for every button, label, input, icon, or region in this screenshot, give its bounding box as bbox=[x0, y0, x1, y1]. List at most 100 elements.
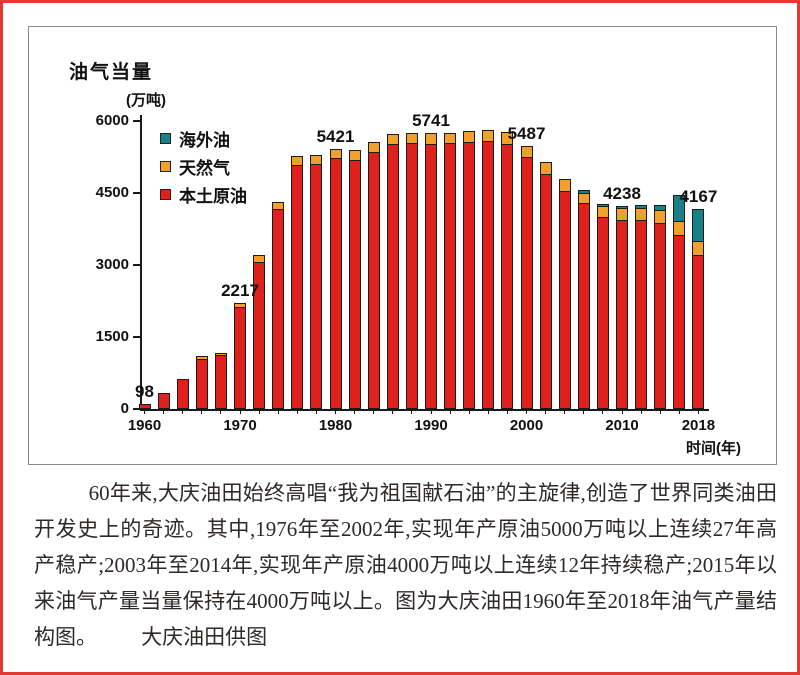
y-axis-tick bbox=[133, 336, 140, 338]
value-label-1990: 5741 bbox=[412, 111, 450, 131]
x-axis-tick bbox=[201, 409, 203, 414]
y-axis-tick bbox=[133, 264, 140, 266]
x-axis-tick bbox=[602, 409, 604, 414]
segment-crude bbox=[501, 143, 514, 409]
segment-crude bbox=[558, 191, 571, 409]
bar-2010 bbox=[616, 205, 628, 409]
legend-item: 天然气 bbox=[160, 157, 247, 178]
segment-crude bbox=[425, 143, 437, 409]
x-axis-tick bbox=[411, 409, 413, 414]
y-axis-tick bbox=[133, 192, 140, 194]
y-tick-label: 3000 bbox=[95, 256, 129, 273]
segment-gas bbox=[348, 150, 361, 161]
x-axis-title: 时间(年) bbox=[686, 440, 741, 457]
x-axis-tick bbox=[373, 409, 375, 414]
chart-panel: 油气当量 (万吨) 海外油 天然气 本土原油 0 1500 3000 4500 6000 19… bbox=[28, 26, 777, 465]
value-label-1980: 5421 bbox=[316, 126, 355, 146]
bar-1978 bbox=[310, 154, 323, 409]
segment-crude bbox=[463, 141, 476, 409]
legend-item: 海外油 bbox=[160, 129, 247, 150]
segment-gas bbox=[596, 206, 609, 218]
bar-1984 bbox=[367, 142, 380, 409]
segment-overseas bbox=[577, 190, 590, 194]
segment-gas bbox=[214, 352, 227, 357]
segment-gas bbox=[558, 179, 571, 193]
figure-caption: 60年来,大庆油田始终高唱“我为祖国献石油”的主旋律,创造了世界同类油田开发史上… bbox=[34, 475, 777, 655]
x-axis-tick bbox=[335, 409, 336, 414]
bar-1994 bbox=[463, 130, 476, 409]
segment-gas bbox=[253, 255, 266, 264]
segment-gas bbox=[272, 201, 285, 211]
legend-item: 本土原油 bbox=[160, 185, 247, 206]
plot-area: 0 1500 3000 4500 6000 1960 1970 1980 1990 2000 201… bbox=[29, 27, 778, 466]
segment-gas bbox=[405, 133, 418, 145]
bar-1988 bbox=[405, 133, 418, 409]
segment-gas bbox=[386, 133, 399, 146]
segment-gas bbox=[329, 148, 342, 160]
segment-gas bbox=[291, 156, 304, 166]
segment-crude bbox=[195, 358, 208, 409]
x-axis-tick bbox=[678, 409, 680, 414]
bar-1960 bbox=[138, 404, 151, 409]
bar-1966 bbox=[195, 356, 208, 409]
x-axis-tick bbox=[545, 409, 547, 414]
value-label-2010: 4238 bbox=[603, 183, 641, 203]
segment-crude bbox=[138, 404, 151, 409]
segment-crude bbox=[291, 164, 304, 409]
bar-1990 bbox=[425, 133, 437, 409]
segment-crude bbox=[482, 141, 495, 409]
legend-swatch-icon bbox=[160, 189, 171, 200]
x-axis-tick bbox=[449, 409, 451, 414]
segment-crude bbox=[673, 235, 686, 409]
x-tick-label: 1970 bbox=[223, 417, 257, 434]
segment-crude bbox=[654, 223, 667, 409]
segment-crude bbox=[386, 144, 399, 409]
segment-gas bbox=[673, 221, 686, 237]
x-axis-tick bbox=[621, 409, 623, 414]
legend-label: 本土原油 bbox=[179, 187, 247, 206]
bar-1964 bbox=[176, 379, 189, 409]
segment-crude bbox=[405, 143, 418, 409]
caption-body: 60年来,大庆油田始终高唱“我为祖国献石油”的主旋律,创造了世界同类油田开发史上… bbox=[34, 481, 777, 649]
bar-1982 bbox=[348, 150, 361, 409]
legend-label: 海外油 bbox=[179, 131, 230, 150]
y-axis-line bbox=[140, 115, 142, 411]
segment-crude bbox=[234, 306, 246, 409]
x-axis-tick bbox=[564, 409, 566, 414]
segment-overseas bbox=[596, 203, 609, 208]
segment-gas bbox=[482, 130, 495, 143]
caption-credit: 大庆油田供图 bbox=[141, 625, 268, 649]
value-label-1960: 98 bbox=[135, 382, 154, 402]
y-tick-label: 6000 bbox=[95, 112, 129, 129]
y-tick-label: 0 bbox=[120, 400, 129, 417]
x-axis-tick bbox=[392, 409, 394, 414]
segment-crude bbox=[692, 255, 705, 409]
bar-2016 bbox=[673, 195, 686, 409]
segment-gas bbox=[577, 192, 590, 204]
segment-crude bbox=[596, 216, 609, 409]
x-axis-tick bbox=[315, 409, 317, 414]
x-tick-label: 2018 bbox=[681, 417, 716, 434]
x-axis-tick bbox=[583, 409, 585, 414]
segment-crude bbox=[444, 143, 457, 409]
segment-gas bbox=[234, 302, 246, 308]
x-axis-tick bbox=[354, 409, 356, 414]
x-axis-tick bbox=[487, 409, 489, 414]
segment-gas bbox=[635, 207, 648, 221]
bar-1968 bbox=[214, 352, 227, 409]
segment-crude bbox=[348, 159, 361, 409]
x-tick-label: 2000 bbox=[509, 417, 544, 434]
segment-gas bbox=[692, 241, 705, 257]
x-axis-line bbox=[140, 409, 709, 411]
x-axis-tick bbox=[220, 409, 222, 414]
legend-swatch-icon bbox=[160, 161, 171, 172]
bar-1976 bbox=[291, 156, 304, 409]
segment-crude bbox=[310, 163, 323, 409]
segment-gas bbox=[444, 132, 457, 145]
segment-overseas bbox=[673, 195, 686, 223]
bar-2004 bbox=[558, 179, 571, 409]
x-axis-tick bbox=[430, 409, 432, 414]
x-axis-tick bbox=[144, 409, 145, 414]
segment-overseas bbox=[635, 204, 648, 209]
